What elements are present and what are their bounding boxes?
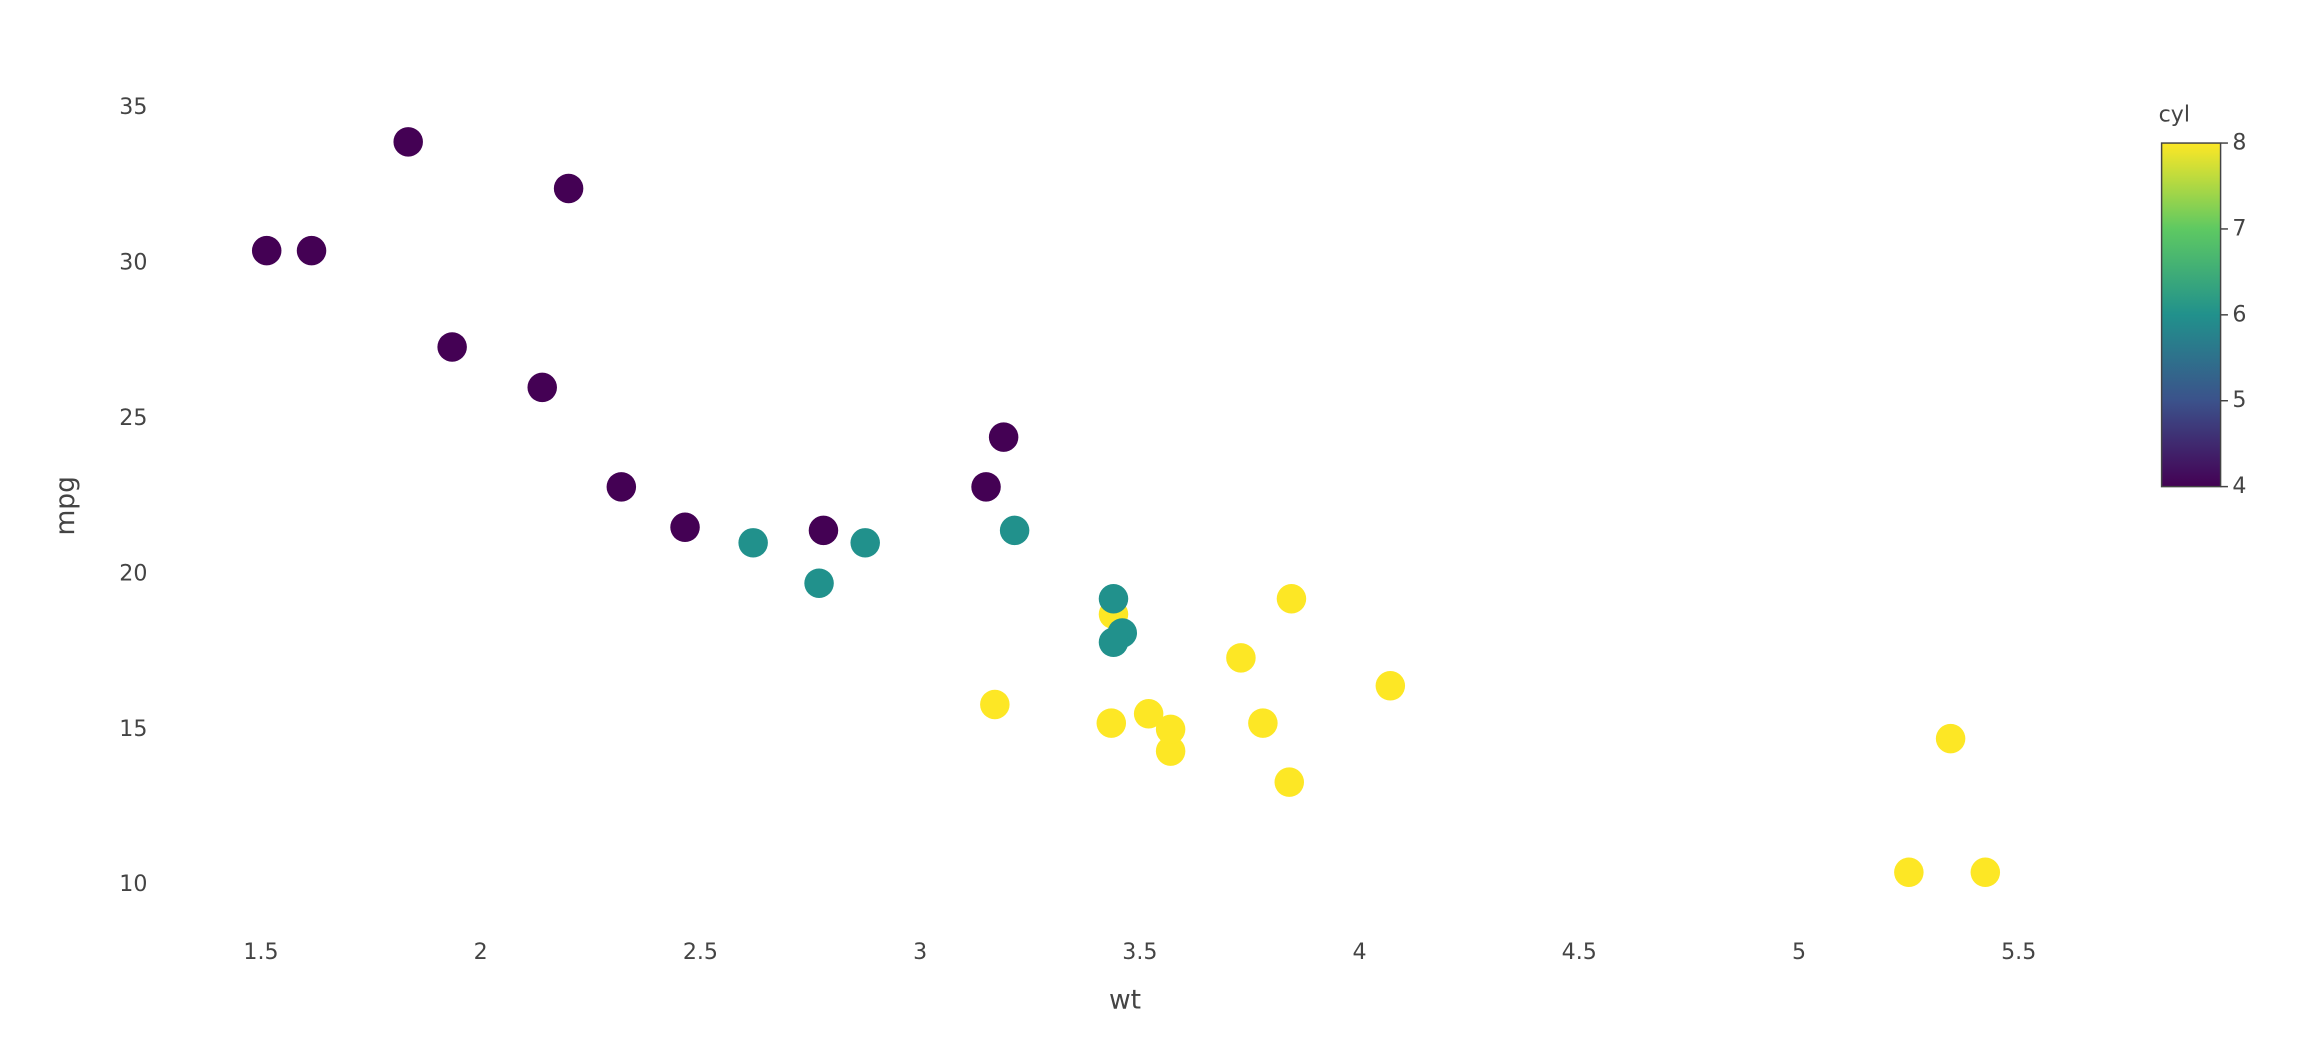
point	[988, 422, 1019, 452]
point	[1096, 708, 1127, 738]
y-tick-label: 35	[119, 94, 147, 120]
point	[1276, 584, 1307, 614]
point	[251, 235, 282, 266]
colorbar-tick-label: 5	[2232, 387, 2246, 413]
point	[1274, 767, 1305, 797]
point	[804, 568, 834, 598]
y-axis-title: mpg	[50, 476, 81, 536]
point	[808, 515, 839, 546]
point	[670, 512, 700, 543]
colorbar-tick-label: 7	[2232, 215, 2246, 241]
x-tick-label: 2.5	[683, 939, 718, 965]
point	[527, 372, 557, 403]
point	[1248, 708, 1278, 738]
point	[1226, 643, 1256, 673]
point	[606, 472, 637, 502]
y-tick-label: 30	[119, 250, 147, 276]
point	[1133, 699, 1164, 729]
point	[1935, 723, 1966, 754]
point	[393, 127, 423, 157]
x-tick-label: 5	[1792, 939, 1806, 965]
x-tick-label: 4	[1353, 939, 1367, 965]
x-tick-label: 4.5	[1562, 939, 1597, 965]
point	[999, 515, 1030, 546]
point	[553, 173, 584, 204]
point	[296, 235, 327, 266]
point	[738, 528, 768, 558]
x-tick-label: 3.5	[1122, 939, 1157, 965]
x-tick-label: 5.5	[2001, 939, 2036, 965]
point	[1098, 584, 1129, 614]
x-tick-label: 2	[474, 939, 488, 965]
colorbar-tick-label: 6	[2232, 301, 2246, 327]
colorbar	[2160, 142, 2222, 488]
x-tick-label: 3	[913, 939, 927, 965]
colorbar-title: cyl	[2159, 102, 2190, 128]
point	[1970, 857, 2001, 888]
y-tick-label: 10	[119, 871, 147, 897]
point	[1155, 714, 1186, 745]
colorbar-tick-label: 4	[2232, 473, 2246, 499]
y-tick-label: 20	[119, 560, 147, 586]
x-axis-title: wt	[1109, 985, 1141, 1016]
point	[971, 472, 1001, 502]
point	[1894, 857, 1924, 888]
point	[850, 528, 880, 558]
point	[437, 332, 467, 362]
y-tick-label: 15	[119, 716, 147, 742]
x-tick-label: 1.5	[243, 939, 278, 965]
y-tick-label: 25	[119, 405, 147, 431]
colorbar-tick-label: 8	[2232, 130, 2246, 156]
point	[980, 689, 1010, 720]
point	[1098, 627, 1129, 658]
point	[1375, 671, 1406, 701]
point	[1155, 736, 1186, 766]
